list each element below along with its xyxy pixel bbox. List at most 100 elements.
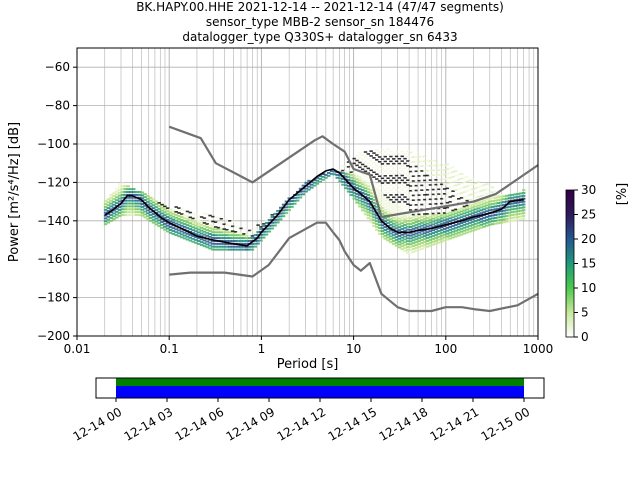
- density-cell-faint: [386, 177, 390, 179]
- density-cell: [380, 192, 385, 195]
- density-cell: [516, 215, 520, 218]
- density-cell-faint: [256, 224, 260, 226]
- density-cell: [109, 205, 113, 208]
- density-cell-faint: [394, 194, 399, 196]
- density-cell: [245, 239, 249, 242]
- density-cell: [106, 218, 111, 221]
- density-cell: [519, 195, 523, 198]
- density-cell: [403, 221, 407, 224]
- density-cell-faint: [230, 230, 235, 232]
- density-cell: [194, 230, 198, 233]
- colorbar-tick-label: 30: [581, 183, 596, 197]
- density-cell-faint: [440, 197, 444, 200]
- density-cell-faint: [440, 178, 444, 181]
- density-cell: [284, 212, 289, 215]
- density-cell: [457, 222, 461, 225]
- density-cell-faint: [488, 191, 492, 194]
- density-cell: [149, 196, 153, 199]
- density-cell: [352, 191, 356, 194]
- density-cell-faint: [363, 151, 368, 153]
- density-cell-faint: [346, 170, 351, 173]
- density-cell-faint: [400, 169, 404, 172]
- density-cell: [392, 202, 396, 205]
- density-cell: [425, 231, 430, 234]
- density-cell: [488, 206, 492, 209]
- density-cell: [239, 234, 243, 237]
- density-cell: [199, 232, 204, 235]
- density-cell-faint: [397, 157, 402, 160]
- density-cell-faint: [372, 157, 376, 159]
- density-cell: [132, 205, 136, 208]
- density-cell: [205, 231, 209, 234]
- density-cell: [377, 201, 382, 204]
- density-cell: [228, 239, 232, 242]
- density-cell: [208, 230, 212, 233]
- density-cell: [120, 188, 125, 191]
- density-cell: [117, 183, 122, 186]
- density-cell-faint: [392, 201, 396, 203]
- density-cell-faint: [434, 198, 438, 200]
- density-cell: [485, 207, 489, 210]
- density-cell: [157, 210, 161, 213]
- density-cell-faint: [267, 217, 272, 219]
- density-cell-faint: [434, 212, 438, 215]
- density-cell: [380, 212, 385, 215]
- density-cell: [259, 236, 263, 239]
- density-cell: [383, 234, 387, 237]
- density-cell: [406, 245, 410, 248]
- density-cell: [437, 235, 441, 238]
- density-cell: [417, 237, 421, 240]
- density-cell: [369, 206, 373, 209]
- density-cell-faint: [468, 203, 472, 206]
- density-cell: [163, 214, 167, 217]
- density-cell-faint: [394, 198, 399, 201]
- density-cell: [366, 214, 371, 217]
- density-cell: [117, 211, 122, 214]
- density-cell: [476, 221, 481, 224]
- density-cell: [397, 208, 402, 211]
- density-cell: [375, 220, 379, 223]
- density-cell-faint: [214, 216, 218, 219]
- density-cell: [185, 218, 190, 221]
- density-cell: [112, 203, 116, 206]
- density-cell: [505, 217, 509, 220]
- density-cell: [242, 234, 246, 237]
- density-cell: [513, 196, 517, 199]
- density-cell: [205, 243, 209, 246]
- density-cell: [151, 204, 156, 207]
- density-cell: [129, 193, 133, 196]
- density-cell: [403, 247, 407, 250]
- density-cell: [471, 203, 475, 206]
- density-cell: [406, 243, 410, 246]
- density-cell: [363, 181, 368, 184]
- density-cell: [115, 202, 119, 205]
- density-cell: [160, 209, 164, 212]
- time-tick-label: 12-14 21: [428, 405, 482, 444]
- density-cell: [434, 228, 438, 231]
- density-cell: [423, 217, 427, 220]
- density-cell-faint: [177, 207, 181, 209]
- density-cell: [143, 199, 147, 202]
- density-cell: [358, 193, 362, 196]
- density-cell: [459, 224, 464, 227]
- density-cell: [270, 227, 274, 230]
- density-cell: [400, 222, 404, 225]
- density-cell: [154, 220, 159, 223]
- density-cell: [332, 170, 337, 173]
- density-cell: [408, 228, 413, 231]
- density-cell: [140, 203, 144, 206]
- density-cell: [199, 244, 204, 247]
- density-cell: [165, 224, 170, 227]
- density-cell: [502, 209, 506, 212]
- density-cell: [476, 224, 481, 227]
- density-cell-faint: [205, 223, 209, 225]
- density-cell-faint: [488, 187, 492, 189]
- density-cell: [341, 183, 345, 186]
- density-cell: [146, 203, 150, 206]
- density-cell-faint: [431, 164, 436, 167]
- density-cell: [383, 226, 387, 229]
- density-cell-faint: [434, 169, 438, 172]
- density-cell: [343, 175, 348, 178]
- density-cell: [423, 235, 427, 238]
- density-cell: [468, 224, 472, 227]
